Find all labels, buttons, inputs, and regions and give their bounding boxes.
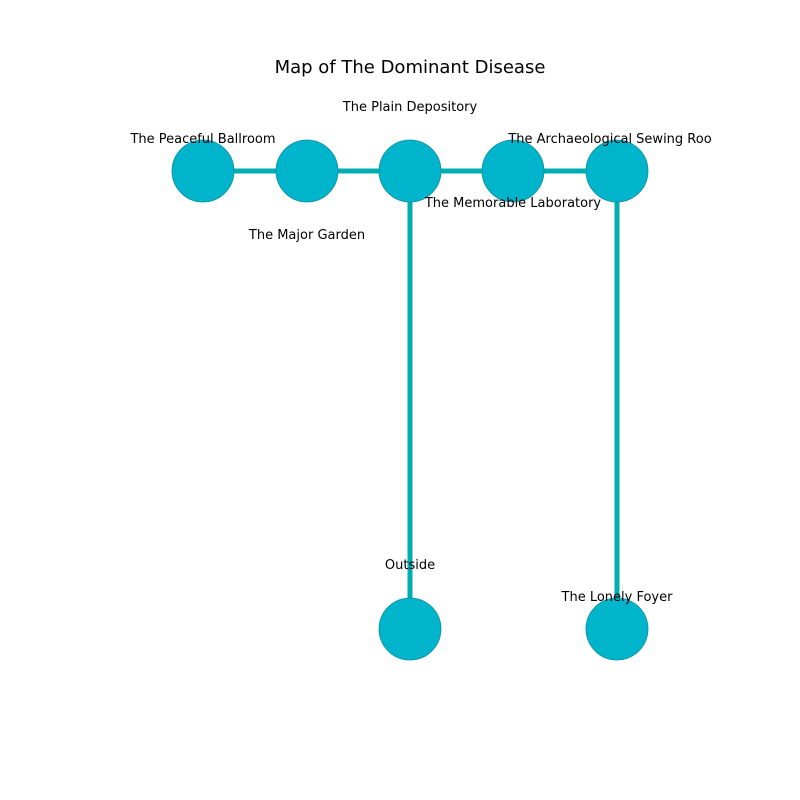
room-label-outside: Outside xyxy=(385,558,435,573)
room-node-outside xyxy=(378,597,442,661)
room-label-the-peaceful-ballroom: The Peaceful Ballroom xyxy=(129,132,275,147)
room-label-the-archaeological-sewing-roo: The Archaeological Sewing Roo xyxy=(507,132,711,147)
room-node-the-plain-depository xyxy=(378,139,442,203)
room-label-the-memorable-laboratory: The Memorable Laboratory xyxy=(424,196,602,211)
map-title: Map of The Dominant Disease xyxy=(275,57,546,78)
room-label-the-lonely-foyer: The Lonely Foyer xyxy=(561,590,674,605)
room-label-the-plain-depository: The Plain Depository xyxy=(342,100,478,115)
room-labels-layer: The Peaceful Ballroom The Major Garden The… xyxy=(129,100,711,605)
room-node-the-peaceful-ballroom xyxy=(171,139,235,203)
rooms-layer xyxy=(171,139,649,661)
room-node-the-lonely-foyer xyxy=(585,597,649,661)
room-node-the-major-garden xyxy=(275,139,339,203)
room-node-the-memorable-laboratory xyxy=(481,139,545,203)
room-label-the-major-garden: The Major Garden xyxy=(248,228,365,243)
room-node-the-archaeological-sewing-roo xyxy=(585,139,649,203)
